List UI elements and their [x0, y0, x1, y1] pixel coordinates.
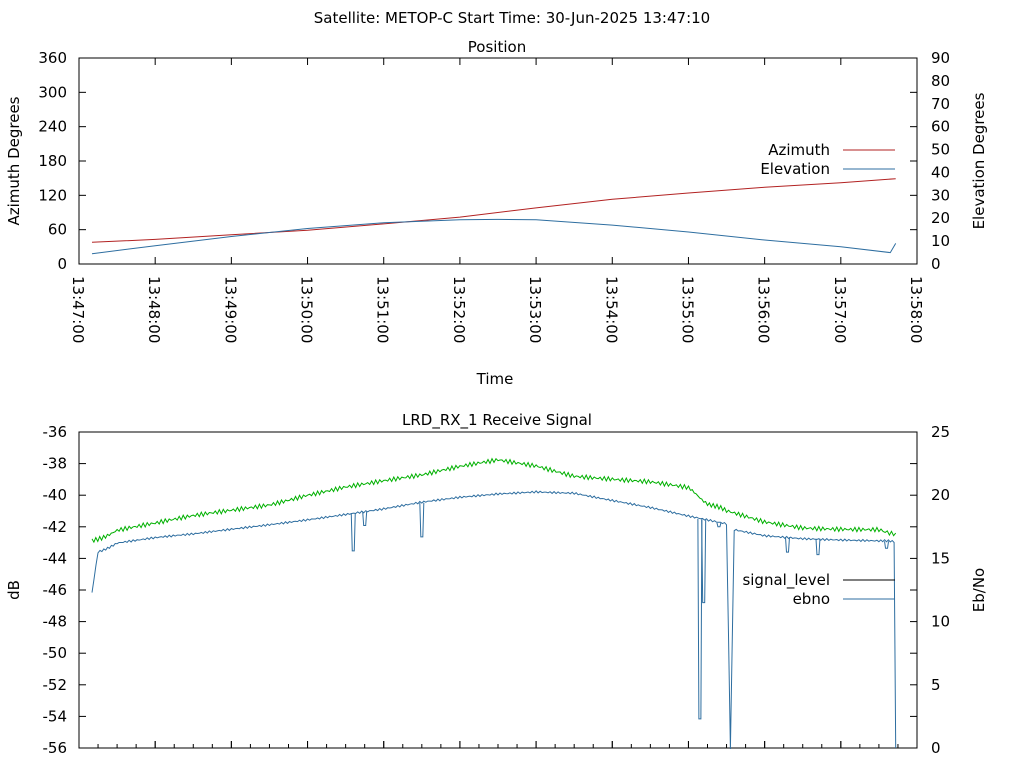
series-line-elevation [91, 218, 897, 255]
y2-tick-label: 70 [931, 95, 950, 113]
y-tick-label: -46 [43, 581, 68, 599]
y2-tick-label: 90 [931, 49, 950, 67]
x-tick-label: 13:53:00 [526, 276, 544, 343]
y-tick-label: -38 [43, 455, 68, 473]
y-tick-label: 60 [48, 221, 67, 239]
series-line-azimuth [91, 178, 896, 243]
position-y-axis: 0 60 120 180 240 300 360 [38, 49, 917, 273]
x-tick-label: 13:51:00 [374, 276, 392, 343]
series-dip-ebno [701, 519, 707, 604]
receive-signal-plot-area [78, 431, 918, 749]
y2-tick-label: 25 [931, 423, 950, 441]
y2-tick-label: 50 [931, 141, 950, 159]
y2-tick-label: 30 [931, 186, 950, 204]
series-dip-ebno [884, 541, 890, 549]
receive-signal-chart: LRD_RX_1 Receive Signal -56-54-52-50-48-… [5, 411, 988, 757]
series-line-ebno [91, 490, 897, 750]
y-tick-label: -48 [43, 613, 68, 631]
position-chart: Position 0 60 120 180 240 300 360 0 10 20 30 40 50 6… [5, 38, 988, 388]
y2-tick-label: 20 [931, 209, 950, 227]
y-tick-label: 0 [57, 255, 67, 273]
y-tick-label: -36 [43, 423, 68, 441]
receive-signal-y-axis-label: dB [5, 580, 23, 600]
legend-label: signal_level [742, 571, 830, 590]
legend-label: Elevation [760, 160, 830, 178]
position-series [91, 178, 897, 255]
position-x-axis: 13:47:00 13:48:00 13:49:00 13:50:00 13:51:00… [69, 58, 925, 343]
receive-signal-y2-axis: 0 5 10 15 20 25 [931, 423, 950, 757]
receive-signal-chart-title: LRD_RX_1 Receive Signal [402, 411, 592, 430]
y2-tick-label: 20 [931, 486, 950, 504]
receive-signal-y2-axis-label: Eb/No [970, 568, 988, 612]
series-dip-ebno [815, 538, 821, 556]
y-tick-label: -54 [43, 707, 68, 725]
y-tick-label: -50 [43, 644, 68, 662]
position-y2-axis: 0 10 20 30 40 50 60 70 80 90 [931, 49, 950, 273]
y-tick-label: 360 [38, 49, 67, 67]
x-tick-label: 13:55:00 [678, 276, 696, 343]
y-tick-label: 120 [38, 186, 67, 204]
y2-tick-label: 15 [931, 549, 950, 567]
y-tick-label: 180 [38, 152, 67, 170]
x-tick-label: 13:54:00 [602, 276, 620, 343]
receive-signal-x-axis [78, 741, 918, 748]
legend-label: ebno [793, 590, 830, 608]
y2-tick-label: 60 [931, 118, 950, 136]
x-tick-label: 13:56:00 [755, 276, 773, 343]
y2-tick-label: 10 [931, 613, 950, 631]
x-tick-label: 13:48:00 [145, 276, 163, 343]
series-dip-ebno [350, 513, 356, 552]
y2-tick-label: 80 [931, 72, 950, 90]
y2-tick-label: 10 [931, 232, 950, 250]
series-dip-ebno [716, 522, 722, 528]
y-tick-label: 300 [38, 83, 67, 101]
position-chart-title: Position [468, 38, 526, 56]
y-tick-label: -44 [43, 549, 68, 567]
y-tick-label: 240 [38, 118, 67, 136]
y2-tick-label: 0 [931, 255, 941, 273]
y-tick-label: -52 [43, 676, 68, 694]
series-line-unnamed [91, 457, 897, 544]
y-tick-label: -56 [43, 739, 68, 757]
receive-signal-y-axis: -56 -54 -52 -50 -48 -46 -44 -42 -40 -38 -36 [43, 423, 917, 757]
x-tick-label: 13:49:00 [221, 276, 239, 343]
series-dip-ebno [697, 518, 703, 720]
x-tick-label: 13:47:00 [69, 276, 87, 343]
series-dip-ebno [784, 537, 790, 553]
y2-tick-label: 5 [931, 676, 941, 694]
figure-supertitle: Satellite: METOP-C Start Time: 30-Jun-20… [314, 9, 710, 27]
position-y2-axis-label: Elevation Degrees [970, 92, 988, 229]
receive-signal-series [91, 457, 897, 750]
y-tick-label: -40 [43, 486, 68, 504]
y2-tick-label: 40 [931, 163, 950, 181]
x-tick-label: 13:50:00 [298, 276, 316, 343]
position-y-axis-label: Azimuth Degrees [5, 96, 23, 225]
y2-tick-label: 0 [931, 739, 941, 757]
position-x-axis-label: Time [476, 370, 514, 388]
x-tick-label: 13:58:00 [907, 276, 925, 343]
series-dip-ebno [362, 511, 368, 527]
x-tick-label: 13:52:00 [450, 276, 468, 343]
series-dip-ebno [419, 502, 425, 538]
legend-label: Azimuth [768, 141, 830, 159]
y-tick-label: -42 [43, 518, 68, 536]
x-tick-label: 13:57:00 [831, 276, 849, 343]
